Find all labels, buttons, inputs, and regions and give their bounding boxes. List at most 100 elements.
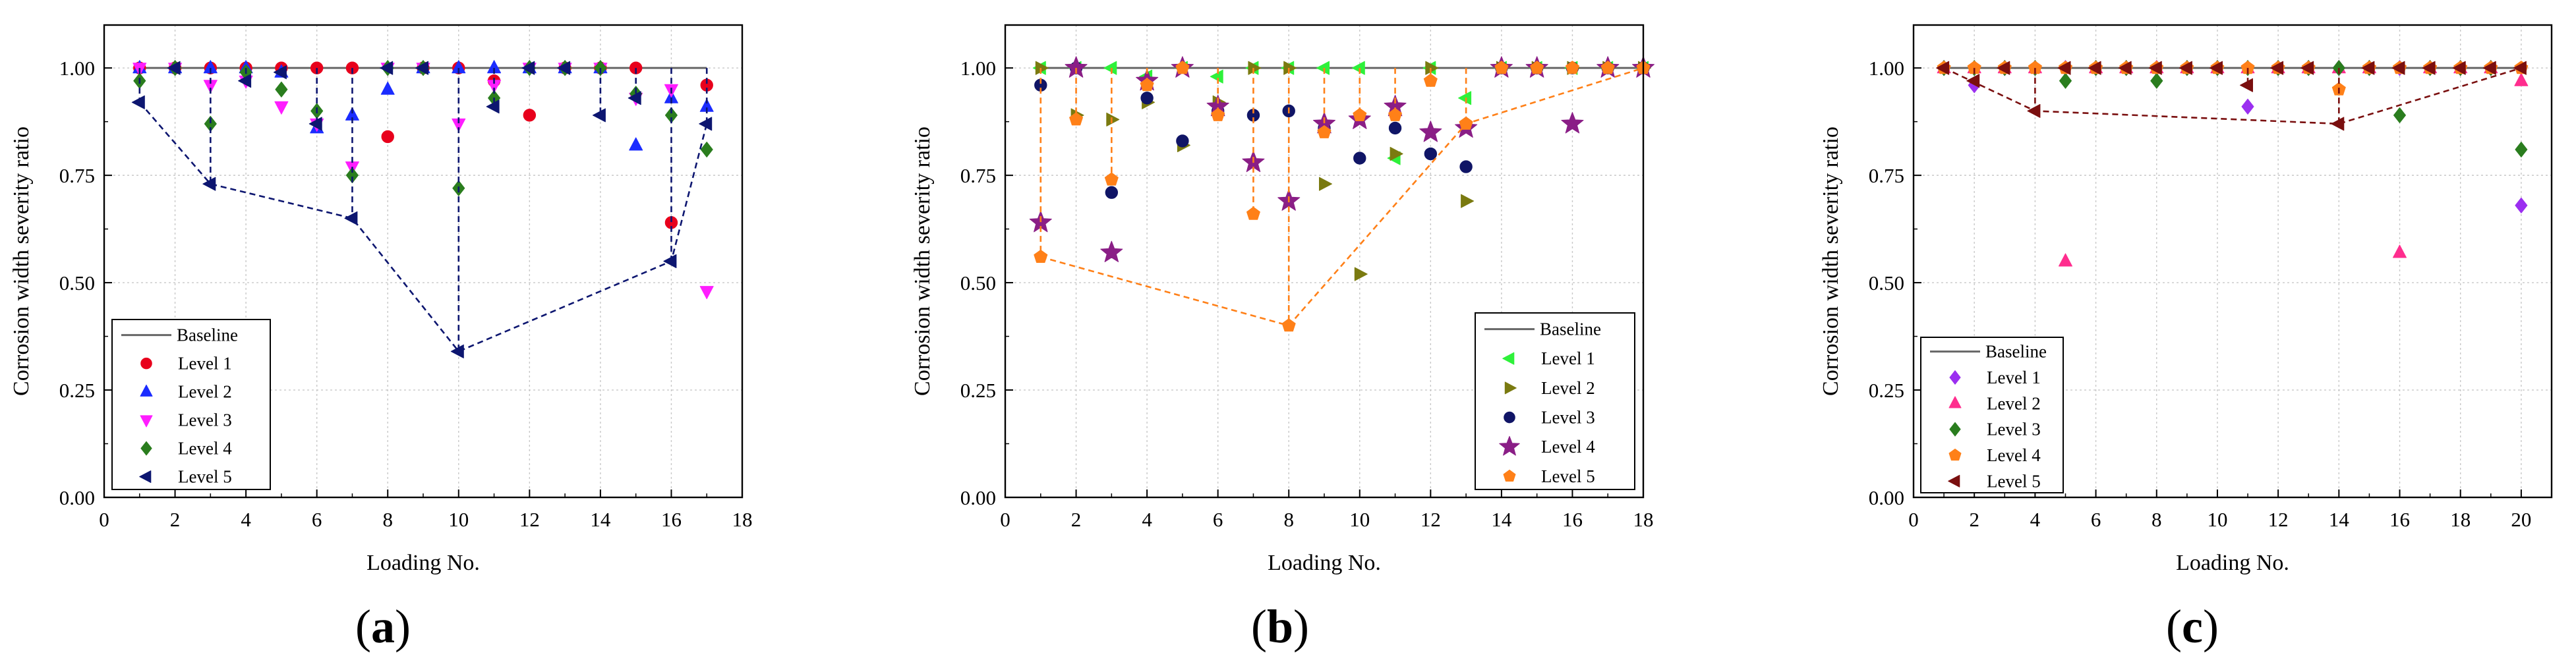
- legend-box: [111, 319, 271, 490]
- data-point: [1069, 112, 1083, 126]
- panel-c: 0 2 4 6 8 10 12 14 16 18 20 0.00 0.25 0.50 0.75 1.00 Loa…: [1819, 24, 2553, 653]
- data-point: [2059, 253, 2072, 267]
- legend-label: Level 3: [1987, 420, 2041, 439]
- y-tick-label: 1.00: [1869, 57, 1904, 80]
- x-tick-label: 6: [312, 508, 322, 531]
- data-point: [450, 344, 464, 358]
- data-point: [1035, 61, 1049, 75]
- panel-label-close: ): [2203, 600, 2219, 653]
- data-point: [1494, 61, 1509, 74]
- data-point: [381, 130, 394, 144]
- series-level-4: [1937, 61, 2529, 96]
- x-tick-label: 8: [382, 508, 393, 531]
- legend-marker: [1949, 422, 1961, 437]
- legend-box: [1475, 312, 1635, 490]
- data-point: [273, 65, 287, 80]
- data-point: [131, 95, 145, 109]
- data-point: [1600, 61, 1615, 74]
- data-point: [521, 61, 535, 75]
- data-point: [2057, 61, 2071, 75]
- data-point: [1354, 267, 1368, 281]
- x-tick-label: 14: [1491, 508, 1512, 531]
- data-point: [2118, 61, 2132, 75]
- data-point: [2148, 61, 2162, 75]
- data-point: [1561, 112, 1584, 134]
- panel-label: (b): [1251, 600, 1309, 653]
- y-tick-label: 0.25: [960, 379, 996, 402]
- data-point: [380, 81, 395, 95]
- data-point: [1246, 206, 1260, 220]
- legend-marker: [1504, 381, 1517, 395]
- data-point: [1140, 92, 1154, 105]
- x-tick-label: 6: [1213, 508, 1223, 531]
- data-point: [663, 254, 677, 268]
- panel-label-open: (: [2166, 600, 2182, 653]
- x-tick-label: 16: [1562, 508, 1583, 531]
- legend-label: Level 5: [1541, 466, 1595, 486]
- panel-label: (c): [2166, 600, 2219, 653]
- legend: Baseline Level 1 Level 2 Level 3 Level 4 Leve…: [1475, 312, 1635, 490]
- x-tick-label: 0: [99, 508, 109, 531]
- data-point: [1353, 152, 1366, 165]
- legend-label: Level 5: [1987, 471, 2041, 491]
- plot-frame: [103, 24, 744, 499]
- series-level-1: [133, 61, 713, 229]
- data-point: [2241, 98, 2254, 115]
- data-point: [2422, 61, 2436, 75]
- series-level-4: [1029, 56, 1654, 262]
- legend-label: Baseline: [177, 325, 238, 345]
- y-axis-title: Corrosion width severity ratio: [1819, 126, 1843, 396]
- legend-marker: [1502, 352, 1515, 365]
- panel-label-open: (: [1251, 600, 1267, 653]
- legend-label: Level 2: [178, 382, 232, 402]
- legend-label: Level 5: [178, 467, 232, 487]
- legend: Baseline Level 1 Level 2 Level 3 Level 4 Leve…: [1920, 337, 2064, 493]
- legend-marker: [1504, 411, 1515, 424]
- data-point: [1461, 194, 1475, 208]
- y-tick-label: 1.00: [59, 57, 95, 80]
- data-point: [1103, 61, 1117, 75]
- data-point: [629, 137, 643, 151]
- x-tick-label: 6: [2091, 508, 2101, 531]
- data-point: [1351, 61, 1365, 75]
- legend-marker: [1949, 370, 1961, 385]
- series-level-3: [1034, 61, 1650, 199]
- data-point: [1210, 69, 1223, 84]
- legend-label: Level 3: [1541, 408, 1595, 428]
- series-level-3: [132, 63, 714, 300]
- axes: 0 2 4 6 8 10 12 14 16 18 20 0.00 0.25 0.50 0.75 1.00 Loa…: [1819, 57, 2531, 575]
- data-point: [486, 99, 500, 114]
- data-point: [1248, 61, 1262, 75]
- panel-label-open: (: [355, 600, 371, 653]
- legend-marker: [1948, 449, 1962, 461]
- data-point: [699, 117, 713, 131]
- x-tick-label: 14: [590, 508, 611, 531]
- legend-marker: [1948, 474, 1960, 487]
- x-tick-label: 18: [2450, 508, 2471, 531]
- data-point: [238, 74, 252, 88]
- data-point: [1211, 107, 1225, 121]
- data-point: [2027, 103, 2041, 118]
- panel-label-letter: c: [2182, 600, 2203, 653]
- legend-marker: [140, 441, 152, 456]
- data-point: [1423, 73, 1438, 87]
- axes: 0 2 4 6 8 10 12 14 16 18 0.00 0.25 0.50 0.75 1.00 Loadi…: [910, 57, 1654, 575]
- legend-label: Level 3: [178, 410, 232, 430]
- data-point: [2391, 61, 2405, 75]
- data-point: [1140, 78, 1154, 92]
- data-point: [167, 61, 181, 75]
- envelope-line: [1943, 67, 2522, 125]
- data-point: [415, 61, 428, 75]
- data-point: [2210, 61, 2223, 75]
- data-point: [1997, 61, 2010, 75]
- data-point: [1100, 240, 1123, 262]
- x-tick-label: 18: [1633, 508, 1654, 531]
- data-point: [1419, 121, 1442, 142]
- envelope-line: [138, 101, 708, 352]
- legend-marker: [140, 384, 153, 397]
- series-level-1: [1937, 60, 2528, 213]
- data-point: [1459, 116, 1473, 130]
- x-tick-label: 8: [2152, 508, 2162, 531]
- panel-label-letter: b: [1267, 600, 1293, 653]
